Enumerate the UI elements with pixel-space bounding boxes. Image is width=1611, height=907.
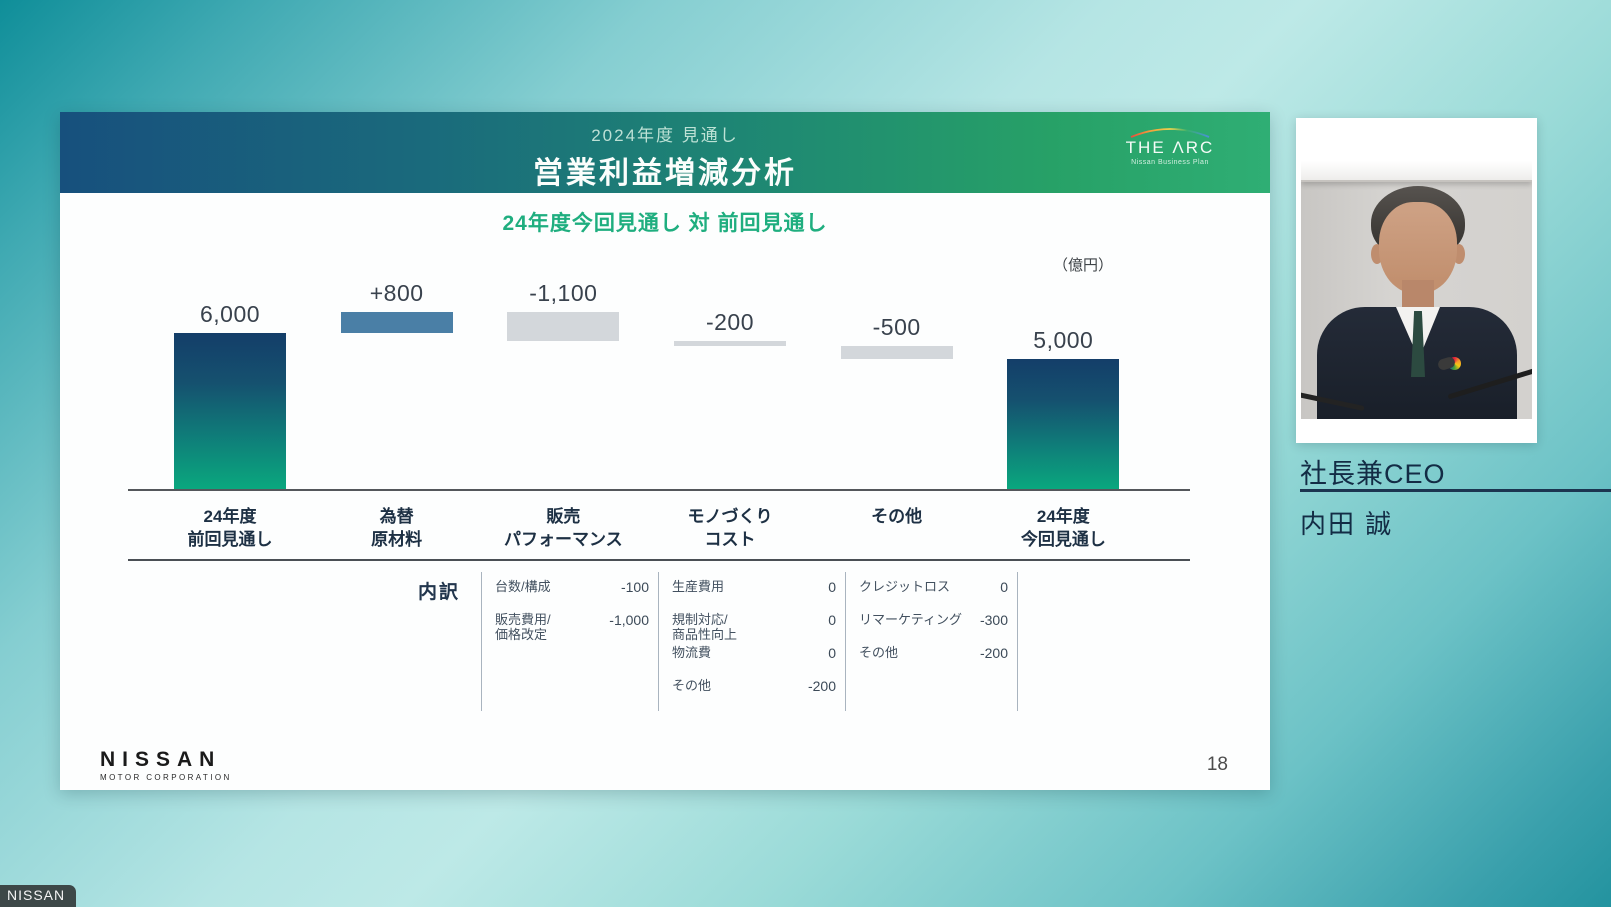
bar-value-label: -200 — [705, 308, 755, 335]
breakdown-row: クレジットロス 0 — [859, 579, 1008, 612]
breakdown-item-value: 0 — [1000, 579, 1008, 595]
breakdown-item-value: 0 — [828, 612, 836, 628]
breakdown-item-value: -300 — [979, 612, 1008, 628]
breakdown-item-name: 販売費用/価格改定 — [495, 612, 551, 642]
bar-increase — [340, 311, 453, 333]
category-label: 為替 原材料 — [371, 507, 423, 549]
category-label: 24年度 今回見通し — [1020, 507, 1106, 549]
breakdown-row: 台数/構成 -100 — [495, 579, 649, 612]
breakdown-item-name: 生産費用 — [672, 579, 725, 594]
breakdown-row: 販売費用/価格改定 -1,000 — [495, 612, 649, 645]
waterfall-column: -200 — [647, 232, 813, 490]
breakdown-item-name: リマーケティング — [859, 612, 962, 627]
bar-total — [174, 332, 286, 490]
breakdown-table: 内訳 台数/構成 -100 販売費用/価格改定 -1,000 生産費用 0 規制対応/商品性… — [418, 572, 1018, 711]
breakdown-item-name: 台数/構成 — [495, 579, 551, 594]
nissan-logo: NISSAN MOTOR CORPORATION — [100, 748, 232, 782]
nissan-wordmark: NISSAN — [100, 748, 222, 771]
category-label: 24年度 前回見通し — [187, 507, 273, 549]
breakdown-group: 台数/構成 -100 販売費用/価格改定 -1,000 — [481, 572, 658, 711]
presenter-video — [1296, 118, 1537, 443]
bar-value-label: 5,000 — [1033, 327, 1094, 353]
comparison-subtitle: 24年度今回見通し 対 前回見通し — [502, 212, 828, 235]
breakdown-item-value: -1,000 — [609, 612, 649, 628]
breakdown-item-value: 0 — [828, 645, 836, 661]
breakdown-item-value: -200 — [807, 678, 836, 694]
presentation-slide: 2024年度 見通し 営業利益増減分析 THE ΛRC Nissan Busin… — [60, 112, 1270, 790]
bar-decrease — [507, 311, 620, 341]
wall-rail — [1301, 148, 1532, 182]
nissan-watermark: NISSAN — [0, 885, 77, 907]
waterfall-column: -1,100 — [480, 232, 646, 490]
chart-baseline — [128, 489, 1190, 491]
chart-category-row: 24年度 前回見通し 為替 原材料 販売 パフォーマンス モノづくり コスト その他 24年度 今回… — [147, 500, 1147, 554]
breakdown-row: 物流費 0 — [672, 645, 836, 678]
breakdown-row: その他 -200 — [672, 678, 836, 711]
breakdown-row: その他 -200 — [859, 645, 1008, 678]
breakdown-item-name: 規制対応/商品性向上 — [672, 612, 738, 642]
presenter-tie — [1411, 311, 1425, 377]
category-underline — [128, 559, 1190, 561]
bar-decrease — [840, 345, 953, 359]
presenter-photo — [1301, 148, 1532, 419]
slide-header: 2024年度 見通し 営業利益増減分析 THE ΛRC Nissan Busin… — [60, 112, 1270, 193]
breakdown-group: クレジットロス 0 リマーケティング -300 その他 -200 — [845, 572, 1018, 711]
bar-total — [1007, 359, 1120, 490]
category-label: 販売 パフォーマンス — [503, 507, 623, 549]
waterfall-column: 6,000 — [147, 232, 313, 490]
breakdown-group: 生産費用 0 規制対応/商品性向上 0 物流費 0 その他 -200 — [658, 572, 845, 711]
waterfall-column: +800 — [314, 232, 480, 490]
waterfall-column: -500 — [814, 232, 980, 490]
breakdown-item-name: その他 — [859, 645, 899, 660]
arc-logo-text: THE ΛRC — [1125, 138, 1215, 157]
nissan-subtext: MOTOR CORPORATION — [100, 773, 232, 782]
breakdown-item-value: -100 — [620, 579, 649, 595]
waterfall-chart: 6,000 +800 -1,100 -200 -500 5,000 — [147, 232, 1147, 490]
breakdown-item-value: -200 — [979, 645, 1008, 661]
presenter-face — [1379, 202, 1457, 294]
waterfall-column: 5,000 — [980, 232, 1146, 490]
breakdown-row: 規制対応/商品性向上 0 — [672, 612, 836, 645]
arc-logo-subtext: Nissan Business Plan — [1131, 159, 1209, 166]
speaker-divider — [1300, 489, 1611, 492]
speaker-name: 内田 誠 — [1300, 509, 1394, 539]
bar-value-label: 6,000 — [199, 300, 261, 327]
category-label: モノづくり コスト — [687, 507, 773, 549]
breakdown-item-name: 物流費 — [672, 645, 712, 660]
breakdown-row: リマーケティング -300 — [859, 612, 1008, 645]
bar-decrease — [674, 340, 786, 346]
slide-title: 営業利益増減分析 — [533, 157, 797, 190]
bar-value-label: -500 — [872, 313, 921, 340]
rainbow-arc-icon — [1130, 128, 1210, 138]
bar-value-label: +800 — [369, 279, 424, 306]
page-number: 18 — [1206, 754, 1228, 775]
breakdown-item-name: その他 — [672, 678, 712, 693]
category-label: その他 — [871, 507, 923, 526]
slide-eyebrow: 2024年度 見通し — [591, 126, 739, 145]
the-arc-logo: THE ΛRC Nissan Business Plan — [1118, 126, 1222, 166]
breakdown-item-name: クレジットロス — [859, 579, 951, 594]
breakdown-item-value: 0 — [828, 579, 836, 595]
speaker-title: 社長兼CEO — [1300, 459, 1446, 489]
breakdown-row: 生産費用 0 — [672, 579, 836, 612]
unit-label: （億円） — [1052, 257, 1113, 274]
breakdown-label: 内訳 — [418, 582, 461, 603]
bar-value-label: -1,100 — [529, 279, 598, 306]
